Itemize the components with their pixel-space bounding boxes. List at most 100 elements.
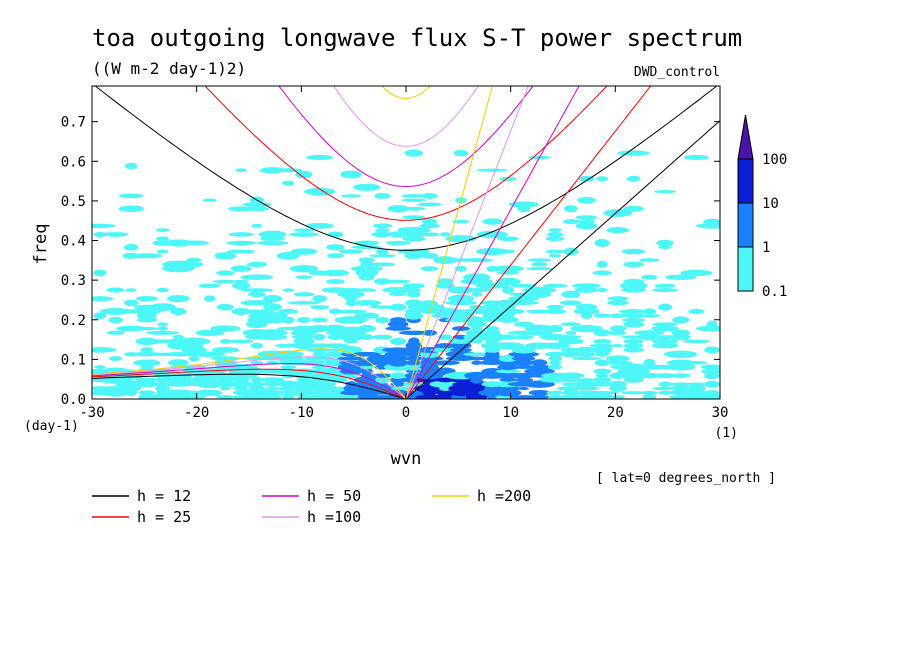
- power-cell: [156, 287, 169, 293]
- power-cell: [620, 313, 647, 318]
- power-cell: [513, 334, 534, 340]
- power-cell: [156, 236, 170, 241]
- power-cell: [387, 204, 409, 213]
- power-cell: [609, 380, 627, 388]
- power-cell: [92, 223, 116, 229]
- power-cell: [210, 325, 241, 332]
- power-cell: [531, 359, 548, 367]
- power-cell: [401, 194, 427, 198]
- power-cell: [448, 338, 474, 344]
- power-cell: [369, 262, 396, 267]
- power-cell: [605, 355, 630, 362]
- power-cell: [524, 365, 555, 369]
- power-cell: [250, 342, 263, 349]
- power-cell: [389, 292, 408, 297]
- power-cell: [360, 261, 374, 268]
- power-cell: [453, 150, 469, 157]
- power-cell: [527, 258, 552, 262]
- power-cell: [526, 267, 553, 271]
- power-cell: [491, 308, 525, 315]
- power-cell: [295, 170, 313, 179]
- power-cell: [619, 281, 648, 290]
- power-cell: [475, 248, 509, 256]
- power-cell: [124, 299, 139, 307]
- power-cell: [163, 352, 194, 357]
- power-cell: [592, 346, 613, 354]
- power-cell: [219, 338, 232, 344]
- power-cell: [528, 389, 551, 396]
- kelvin-curve: [405, 120, 720, 399]
- x-tick-label: 30: [712, 405, 729, 421]
- legend-label: h = 25: [137, 508, 191, 526]
- legend: h = 12 h = 25 h = 50 h =100 h =200: [92, 487, 531, 526]
- power-cell: [149, 303, 176, 312]
- power-cell: [240, 288, 274, 292]
- power-cell: [155, 385, 171, 392]
- colorbar-swatch: [737, 202, 754, 248]
- power-cell: [590, 393, 615, 399]
- power-cell: [549, 360, 562, 366]
- power-cell: [383, 356, 414, 361]
- power-cell: [701, 368, 720, 375]
- power-cell: [325, 279, 345, 284]
- legend-label: h =100: [307, 508, 361, 526]
- power-cell: [641, 390, 658, 395]
- power-cell: [101, 388, 131, 397]
- power-cell: [181, 394, 207, 399]
- power-cell: [291, 334, 316, 340]
- power-cell: [687, 382, 706, 386]
- power-cell: [385, 279, 412, 284]
- power-cell: [336, 288, 366, 293]
- power-cell: [623, 376, 644, 383]
- inertia-gravity-curve: [333, 86, 479, 147]
- power-cell: [194, 351, 226, 358]
- rossby-curve: [92, 363, 407, 399]
- power-cell: [406, 287, 422, 293]
- power-cell: [623, 205, 645, 212]
- power-cell: [202, 198, 217, 202]
- power-cell: [273, 168, 303, 173]
- power-cell: [671, 329, 691, 337]
- power-cell: [557, 338, 584, 345]
- colorbar-label: 10: [762, 196, 779, 212]
- power-cell: [216, 395, 235, 399]
- power-cell: [438, 334, 453, 340]
- power-cell: [603, 360, 633, 365]
- power-cell: [463, 352, 490, 357]
- power-cell: [578, 219, 595, 224]
- power-cell: [136, 326, 158, 331]
- power-cell: [549, 254, 562, 258]
- power-cell: [188, 355, 200, 362]
- power-cell: [281, 180, 295, 186]
- power-cell: [166, 295, 190, 303]
- power-cell: [138, 390, 156, 396]
- power-cell: [256, 240, 289, 246]
- power-cell: [309, 305, 330, 310]
- power-cell: [508, 295, 540, 302]
- power-cell: [575, 215, 598, 220]
- power-cell: [338, 249, 364, 254]
- power-cell: [548, 228, 562, 233]
- power-cell: [327, 231, 344, 238]
- power-cell: [671, 373, 691, 378]
- power-cell: [343, 385, 359, 392]
- power-cell: [168, 359, 189, 367]
- power-cell: [570, 324, 603, 333]
- power-cell: [433, 393, 458, 399]
- power-cell: [251, 223, 263, 228]
- power-cell: [430, 360, 460, 366]
- power-cell: [621, 391, 646, 395]
- power-cell: [326, 253, 344, 259]
- power-cell: [241, 382, 272, 387]
- power-cell: [211, 347, 240, 353]
- power-cell: [704, 346, 720, 354]
- power-cell: [609, 325, 627, 332]
- power-cell: [389, 303, 407, 311]
- power-cell: [560, 322, 581, 327]
- power-cell: [140, 347, 154, 353]
- power-cell: [419, 232, 440, 237]
- power-cell: [289, 232, 319, 237]
- power-cell: [257, 311, 288, 320]
- power-cell: [272, 350, 304, 358]
